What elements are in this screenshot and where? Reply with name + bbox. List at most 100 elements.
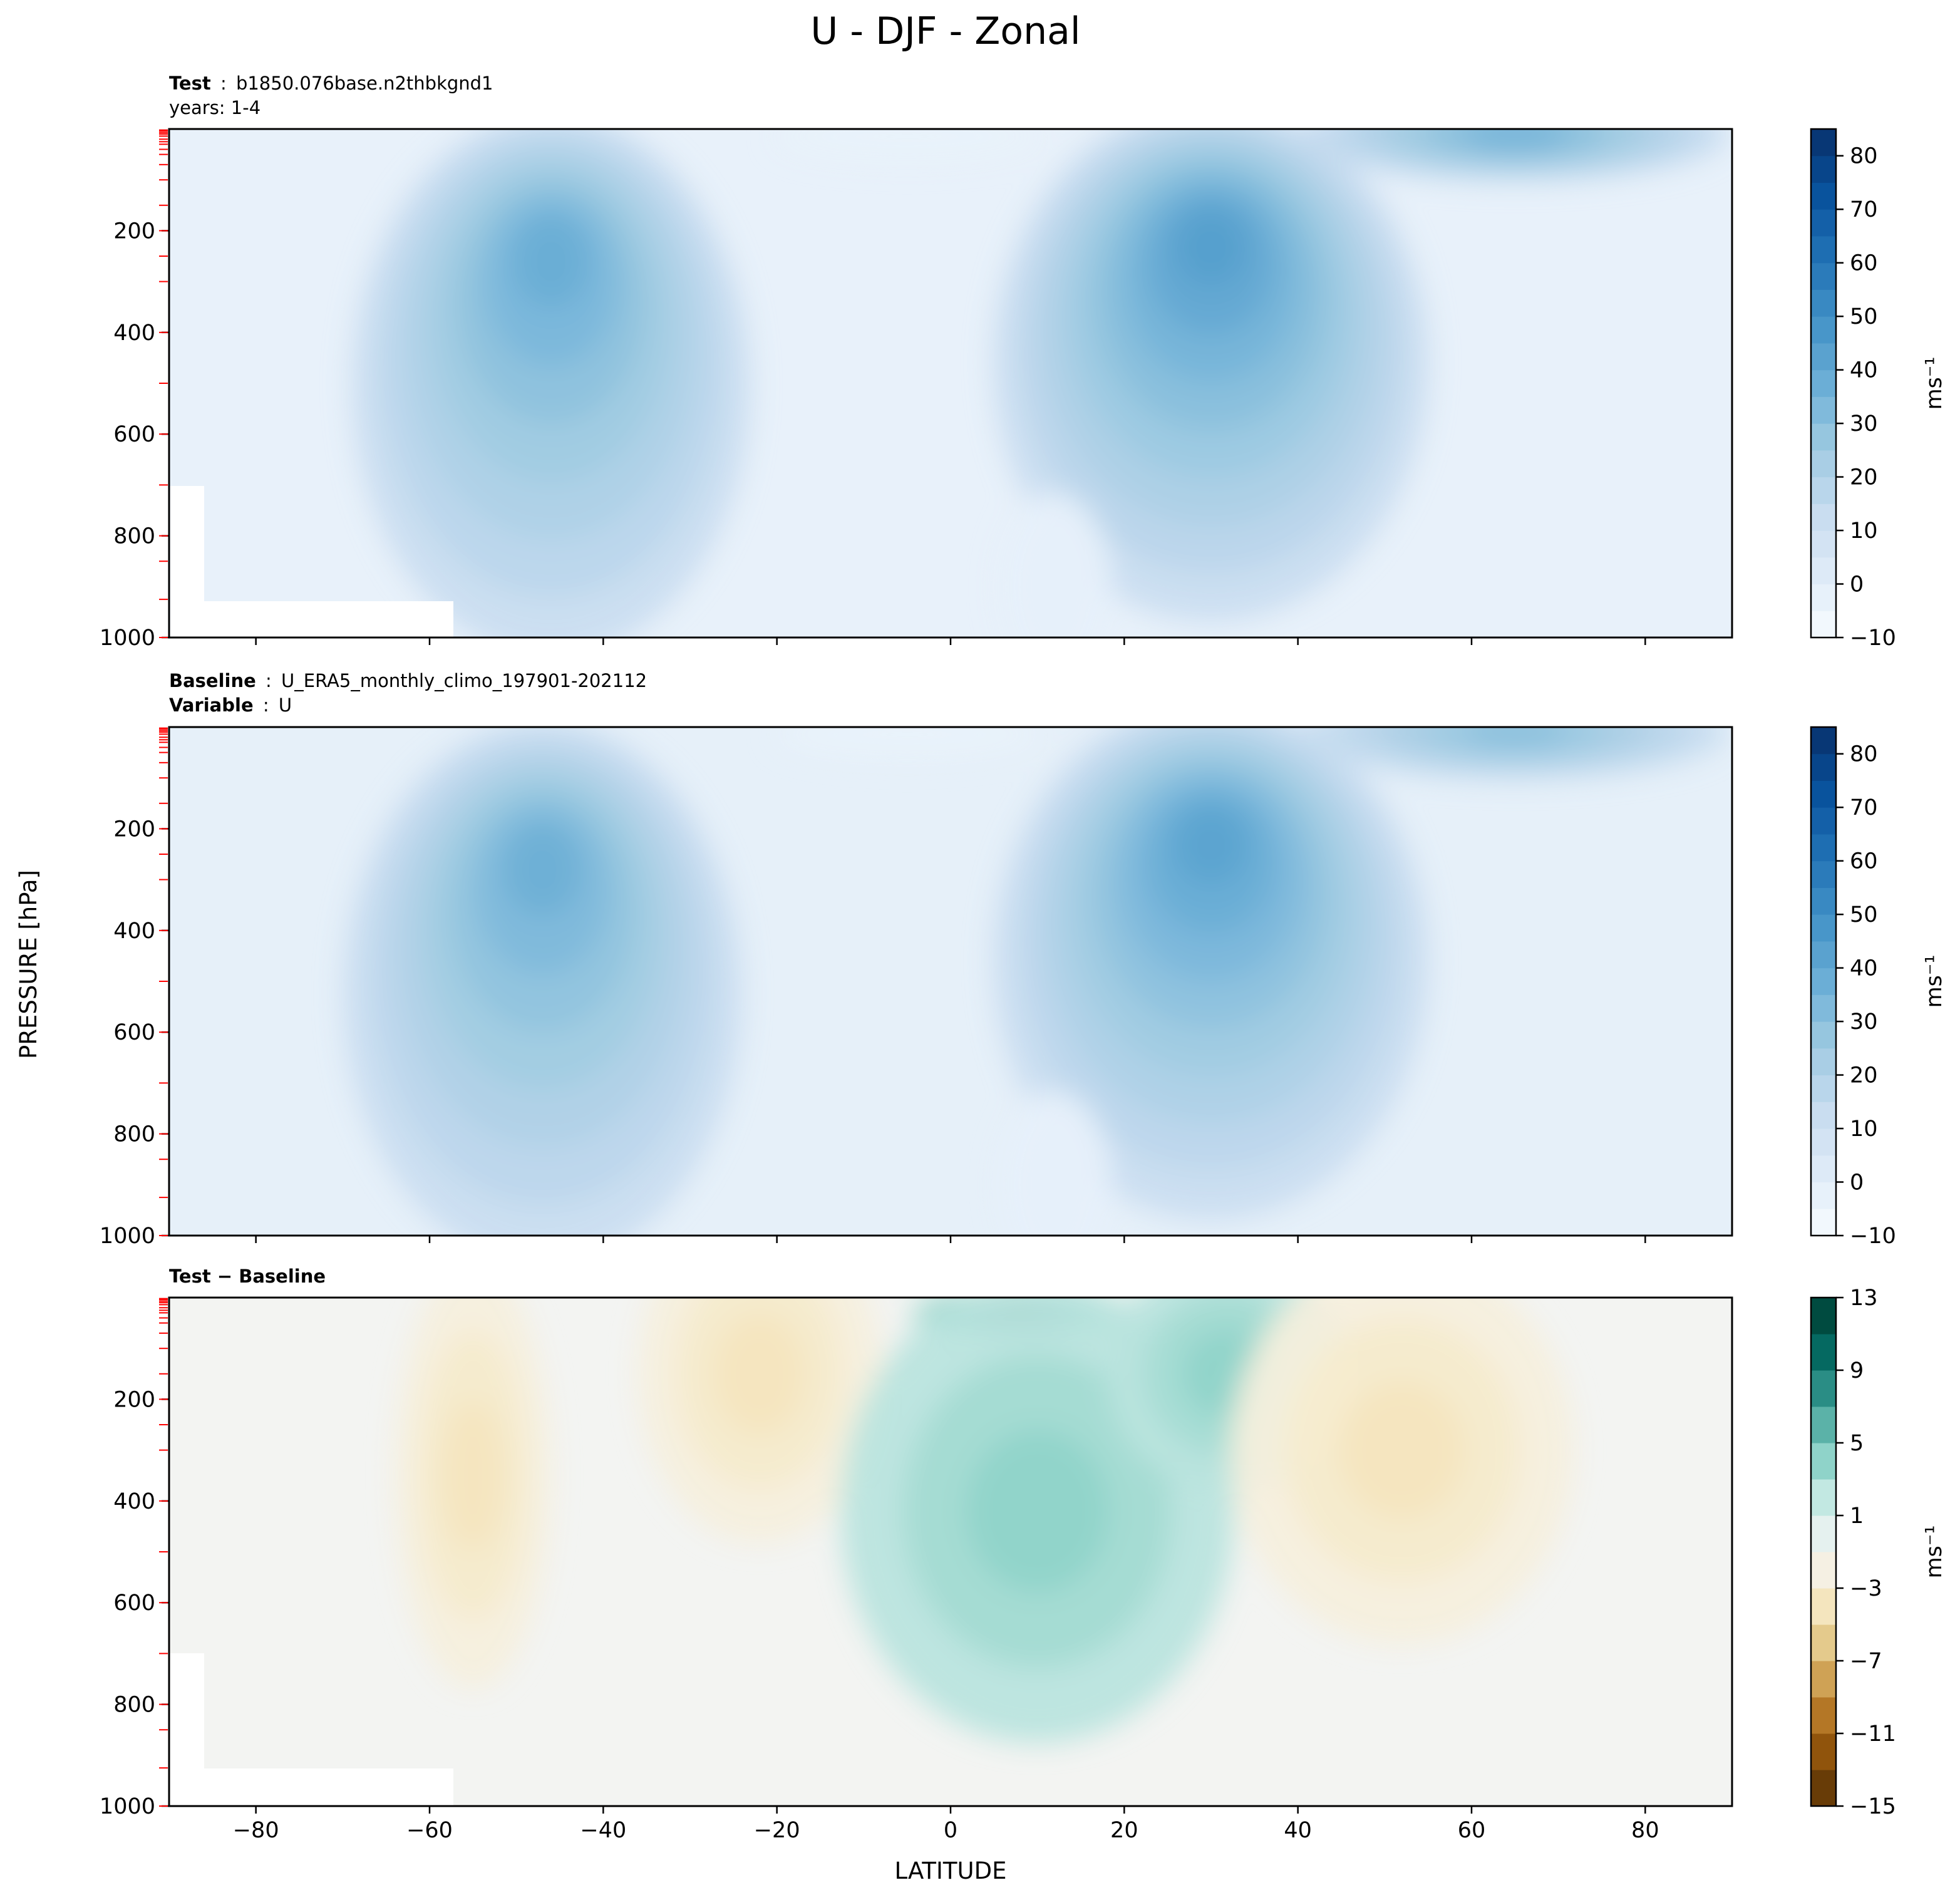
- colorbar-band: [1811, 1075, 1836, 1102]
- colorbar-band: [1811, 1334, 1836, 1371]
- colorbar-band: [1811, 423, 1836, 451]
- x-tick-label: −40: [580, 1818, 626, 1843]
- x-tick-label: 0: [944, 1818, 957, 1843]
- colorbar-band: [1811, 1298, 1836, 1335]
- panel1-axes: 200 400 600 800 1000: [100, 129, 1646, 651]
- contour-band: [1173, 805, 1249, 885]
- contour-band: [775, 129, 1039, 162]
- colorbar-band: [1811, 1128, 1836, 1156]
- colorbar-tick-label: 30: [1850, 1009, 1878, 1035]
- colorbar-band: [1811, 1552, 1836, 1589]
- x-tick-label: 60: [1458, 1818, 1486, 1843]
- colorbar-tick-label: 40: [1850, 956, 1878, 981]
- panel2-title-sep: :: [266, 670, 272, 691]
- colorbar-tick-label: 60: [1850, 251, 1878, 276]
- colorbar-band: [1811, 1733, 1836, 1770]
- y-tick-label: 400: [113, 1489, 155, 1514]
- panel2-title-case: U_ERA5_monthly_climo_197901-202112: [281, 670, 647, 691]
- colorbar-band: [1811, 262, 1836, 290]
- colorbar-tick-label: 50: [1850, 304, 1878, 329]
- colorbar-frame: [1810, 726, 1837, 1237]
- x-tick-label: −20: [754, 1818, 800, 1843]
- colorbar-tick-label: 80: [1850, 742, 1878, 767]
- panel3-colorbar: −15 −11 −7 −3 1 5 9 13 ms⁻¹: [1810, 1286, 1947, 1819]
- y-tick-label: 400: [113, 919, 155, 944]
- contour-band: [775, 727, 1039, 760]
- panel1-title: Test : b1850.076base.n2thbkgnd1: [169, 73, 493, 94]
- panel2-subtitle-sep: :: [263, 694, 269, 716]
- colorbar-band: [1811, 584, 1836, 611]
- panel1-title-label: Test: [169, 73, 211, 94]
- contour-band: [713, 1313, 806, 1435]
- colorbar-band: [1811, 369, 1836, 397]
- colorbar-tick-label: −10: [1850, 626, 1896, 651]
- colorbar-band: [1811, 1021, 1836, 1049]
- y-tick-label: 1000: [100, 626, 155, 651]
- panel2-subtitle-var: U: [279, 694, 292, 716]
- colorbar-tick-label: 60: [1850, 849, 1878, 874]
- panel3-title: Test − Baseline: [169, 1266, 326, 1287]
- colorbar-band: [1811, 289, 1836, 317]
- colorbar-band: [1811, 450, 1836, 478]
- colorbar-band: [1811, 1155, 1836, 1183]
- colorbar-tick-label: 20: [1850, 1063, 1878, 1088]
- panel3-axes: −80 −60 −40 −20 0 20 40 60 80 200 400 600 800 1000: [100, 1298, 1659, 1843]
- panel1-title-case: b1850.076base.n2thbkgnd1: [236, 73, 493, 94]
- colorbar-band: [1811, 1624, 1836, 1661]
- panel1-title-sep: :: [220, 73, 227, 94]
- colorbar-tick-label: 5: [1850, 1431, 1864, 1456]
- colorbar-tick-label: 10: [1850, 519, 1878, 544]
- colorbar-tick-label: −7: [1850, 1649, 1882, 1674]
- colorbar-band: [1811, 1588, 1836, 1625]
- colorbar-tick-label: 30: [1850, 411, 1878, 436]
- panel2-colorbar: −10 0 10 20 30 40 50 60 70 80 ms⁻¹: [1810, 726, 1947, 1249]
- colorbar-tick-label: 80: [1850, 144, 1878, 169]
- panel1-missing-region: [170, 601, 453, 638]
- colorbar-band: [1811, 316, 1836, 344]
- y-axis-label: PRESSURE [hPa]: [15, 870, 42, 1059]
- colorbar-frame: [1810, 128, 1837, 639]
- colorbar-band: [1811, 129, 1836, 157]
- panel2-axes: 200 400 600 800 1000: [100, 727, 1646, 1249]
- contour-band: [1463, 727, 1567, 749]
- y-tick-label: 200: [113, 817, 155, 842]
- colorbar-frame: [1810, 1296, 1837, 1807]
- contour-band: [1173, 207, 1249, 287]
- colorbar-band: [1811, 1697, 1836, 1734]
- colorbar-band: [1811, 1515, 1836, 1552]
- colorbar-band: [1811, 914, 1836, 942]
- colorbar-tick-label: 50: [1850, 902, 1878, 927]
- colorbar-band: [1811, 941, 1836, 969]
- colorbar-band: [1811, 1370, 1836, 1407]
- y-tick-label: 600: [113, 1591, 155, 1616]
- colorbar-tick-label: −11: [1850, 1722, 1896, 1747]
- figure-title: U - DJF - Zonal: [810, 9, 1080, 53]
- contour-band: [513, 215, 589, 308]
- y-tick-label: 200: [113, 1387, 155, 1412]
- colorbar-tick-label: 70: [1850, 197, 1878, 222]
- x-axis-label: LATITUDE: [895, 1857, 1007, 1884]
- panel1-subtitle: years: 1-4: [169, 97, 260, 118]
- colorbar-units: ms⁻¹: [1922, 955, 1947, 1008]
- colorbar-band: [1811, 780, 1836, 808]
- panel3-field: [169, 1298, 1732, 1806]
- colorbar-band: [1811, 396, 1836, 424]
- colorbar-tick-label: −10: [1850, 1224, 1896, 1249]
- panel2-title: Baseline : U_ERA5_monthly_climo_197901-2…: [169, 670, 647, 691]
- y-tick-label: 600: [113, 1020, 155, 1045]
- colorbar-tick-label: 10: [1850, 1117, 1878, 1142]
- contour-band: [441, 1400, 505, 1551]
- x-tick-label: −60: [406, 1818, 453, 1843]
- colorbar-band: [1811, 1048, 1836, 1076]
- panel3-missing-region: [170, 1768, 453, 1806]
- y-tick-label: 200: [113, 219, 155, 244]
- colorbar-tick-label: 0: [1850, 572, 1864, 597]
- colorbar-band: [1811, 182, 1836, 210]
- colorbar-tick-label: 9: [1850, 1358, 1864, 1383]
- y-tick-label: 800: [113, 524, 155, 549]
- contour-band: [998, 1090, 1112, 1236]
- colorbar-band: [1811, 887, 1836, 915]
- panel2-field: [169, 727, 1732, 1236]
- colorbar-tick-label: 0: [1850, 1170, 1864, 1195]
